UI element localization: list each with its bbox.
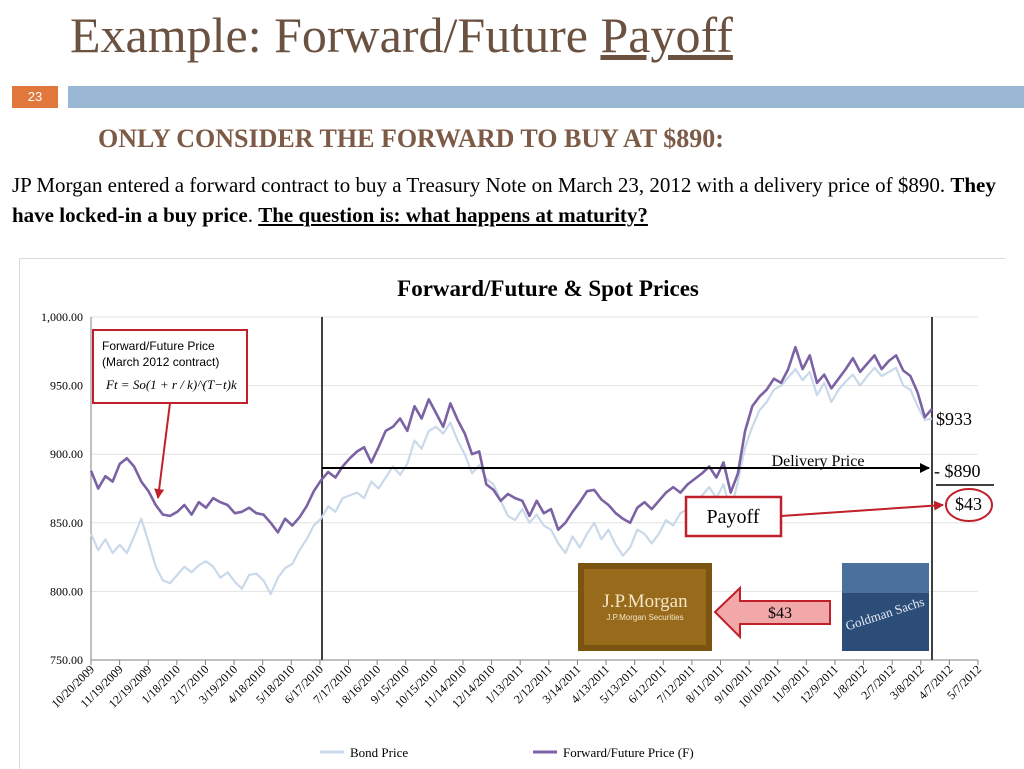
series-line-bond-price	[89, 366, 933, 596]
minus-delivery-label: - $890	[934, 461, 981, 481]
cash-transfer-value: $43	[768, 605, 792, 622]
chart-title: Forward/Future & Spot Prices	[397, 276, 699, 301]
goldman-sachs-logo-highlight	[842, 563, 929, 593]
delivery-price-label: Delivery Price	[772, 453, 865, 470]
formula-title-line2: (March 2012 contract)	[102, 355, 219, 369]
slide-title: Example: Forward/Future Payoff	[70, 6, 733, 64]
y-tick-label: 900.00	[50, 447, 83, 461]
formula-title-line1: Forward/Future Price	[102, 339, 215, 353]
payoff-value: $43	[955, 494, 982, 514]
y-tick-label: 800.00	[50, 584, 83, 598]
y-axis-tick-labels: 750.00 800.00 850.00 900.00 950.00 1,000.00	[41, 310, 83, 667]
legend-bond-label: Bond Price	[350, 745, 408, 760]
y-tick-label: 1,000.00	[41, 310, 83, 324]
formula-box	[92, 329, 248, 404]
slide-subtitle: ONLY CONSIDER THE FORWARD TO BUY AT $890…	[98, 124, 724, 153]
jpmorgan-logo-text: J.P.Morgan	[602, 591, 688, 612]
spot-at-maturity-label: $933	[936, 409, 972, 429]
body-question: The question is: what happens at maturit…	[258, 203, 648, 227]
chart-series	[89, 345, 933, 596]
body-bold: They have locked-in a buy price	[12, 173, 996, 227]
x-axis-tick-labels: 10/20/200911/19/200912/19/20091/18/20102…	[49, 662, 985, 711]
forward-price-formula: Ft = So(1 + r / k)^(T−t)k	[105, 377, 237, 392]
payoff-value-circle	[945, 488, 993, 522]
payoff-box	[684, 495, 783, 538]
title-main: Example: Forward/Future	[70, 7, 601, 63]
chart-gridlines	[90, 316, 979, 665]
jpmorgan-logo-subtext: J.P.Morgan Securities	[606, 613, 683, 622]
payoff-label: Payoff	[707, 506, 760, 528]
y-tick-label: 950.00	[50, 379, 83, 393]
body-sep: .	[247, 203, 259, 227]
series-line-forward-price	[89, 345, 933, 534]
jpmorgan-logo-glow	[584, 569, 706, 645]
body-text: JP Morgan entered a forward contract to …	[12, 173, 951, 197]
body-paragraph: JP Morgan entered a forward contract to …	[12, 170, 1017, 230]
y-tick-label: 750.00	[50, 653, 83, 667]
chart-frame	[19, 258, 1005, 769]
header-accent-bar	[68, 86, 1024, 108]
formula-pointer-arrow	[154, 402, 171, 499]
y-tick-label: 850.00	[50, 516, 83, 530]
legend-forward-label: Forward/Future Price (F)	[563, 745, 694, 760]
slide-number: 23	[12, 86, 58, 108]
title-underlined: Payoff	[600, 7, 733, 63]
payoff-arrow	[780, 500, 944, 517]
cash-transfer-arrow	[713, 585, 831, 640]
